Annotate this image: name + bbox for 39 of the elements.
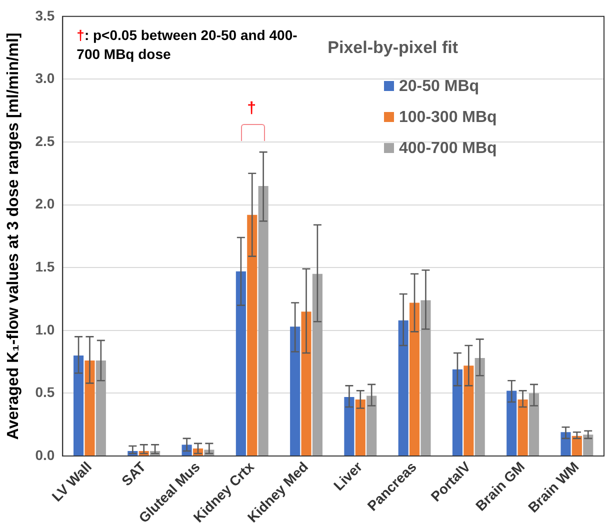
y-tick-label: 3.0 <box>35 70 55 86</box>
y-tick-label: 3.5 <box>35 7 55 24</box>
annotation: Pixel-by-pixel fit <box>328 38 458 58</box>
bar <box>583 434 594 456</box>
bar <box>474 358 485 456</box>
bar <box>290 326 300 456</box>
annotation: †: p<0.05 between 20-50 and 400-700 MBq dose <box>76 26 298 64</box>
bar <box>572 436 582 456</box>
bar <box>247 214 258 456</box>
y-tick-label: 2.5 <box>35 132 55 149</box>
bar <box>74 356 84 456</box>
bar <box>344 396 354 456</box>
bar <box>518 399 528 456</box>
bar <box>398 320 408 456</box>
legend-label: 20-50 MBq <box>398 77 480 98</box>
bar <box>84 360 95 456</box>
bar <box>409 302 420 456</box>
bar <box>452 369 463 456</box>
bar <box>301 312 312 456</box>
bar <box>258 186 268 456</box>
annotation: † <box>247 100 256 118</box>
bar <box>312 274 322 456</box>
bar <box>355 399 366 456</box>
bar <box>560 432 571 456</box>
y-tick-label: 1.0 <box>35 321 55 338</box>
y-tick-label: 0.5 <box>35 384 55 400</box>
y-tick-label: 0.0 <box>35 446 55 463</box>
bar <box>420 300 431 456</box>
bar <box>236 271 246 456</box>
bar <box>528 393 540 456</box>
y-tick-label: 2.0 <box>35 196 55 212</box>
bar <box>96 360 106 456</box>
y-tick-label: 1.5 <box>35 258 55 274</box>
bar <box>464 366 474 456</box>
bar <box>366 396 377 456</box>
y-axis-title: Averaged K₁-flow values at 3 dose ranges [ml/min/ml] <box>5 32 22 440</box>
legend-label: 400-700 MBq <box>398 139 497 160</box>
bar <box>506 390 517 456</box>
legend-label: 100-300 MBq <box>398 108 497 128</box>
